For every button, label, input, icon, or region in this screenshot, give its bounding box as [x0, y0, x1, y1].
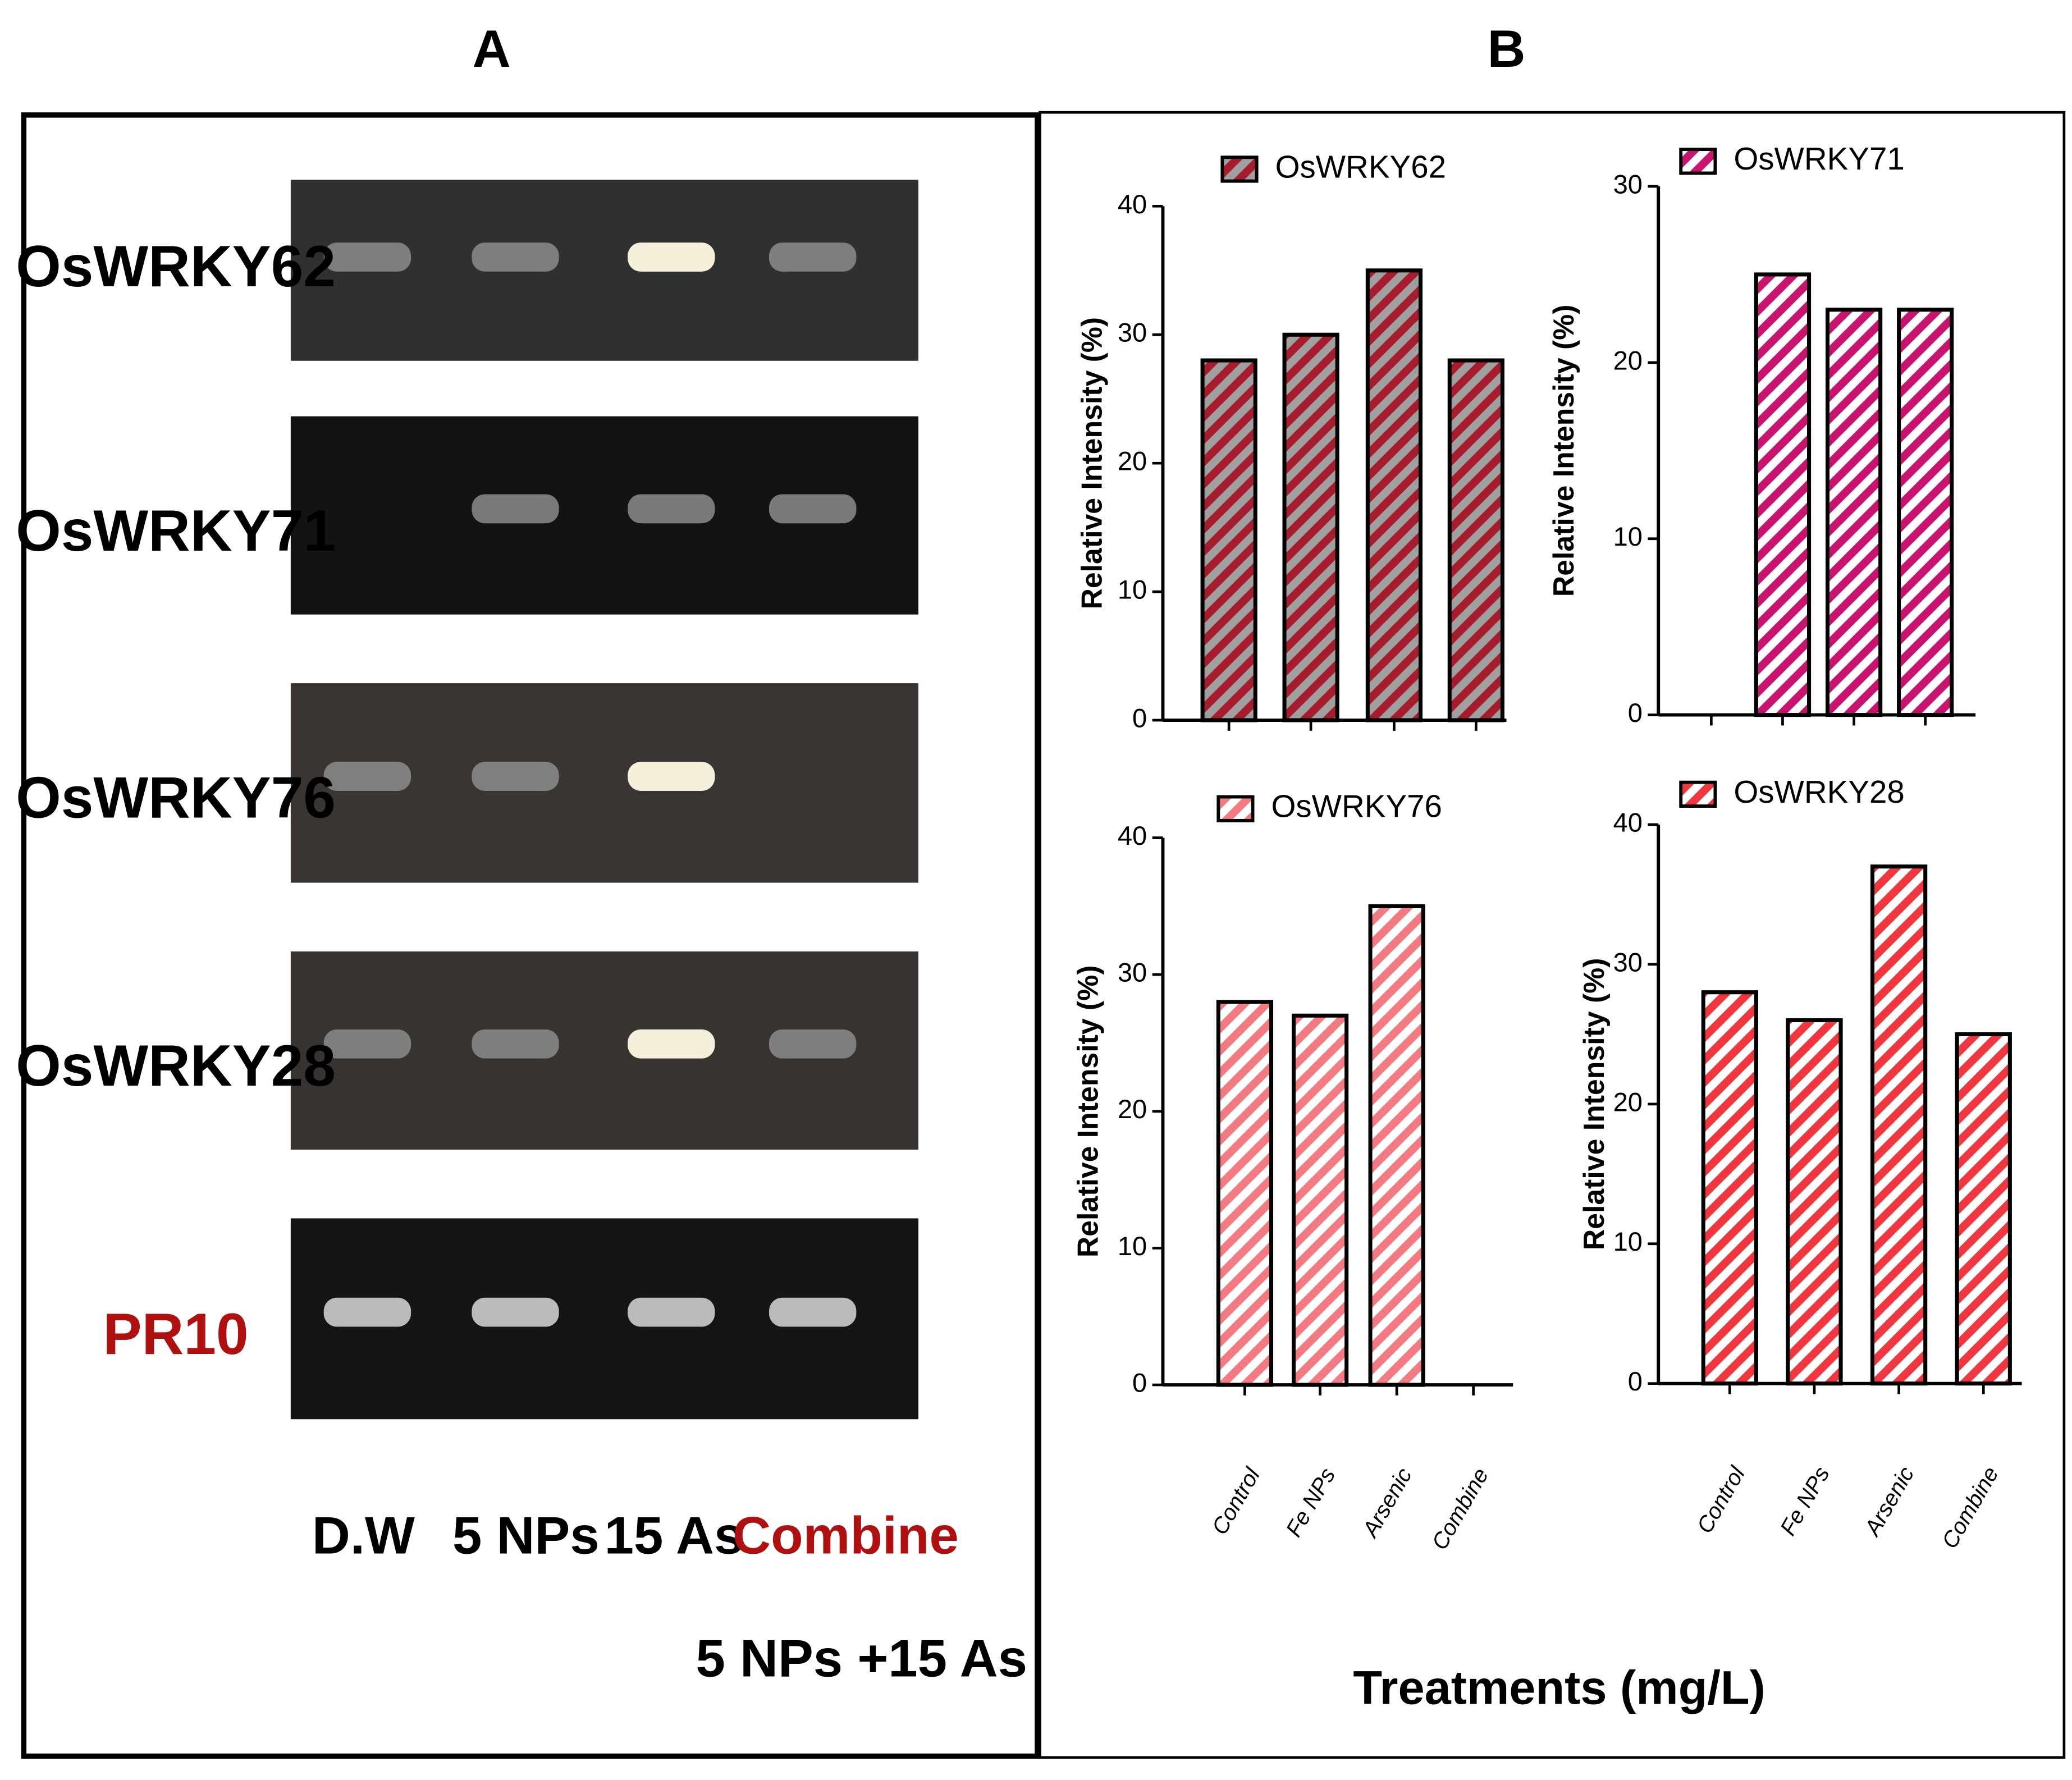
x-axis-title: Treatments (mg/L)	[1353, 1661, 1765, 1714]
y-tick-label: 20	[1613, 345, 1643, 375]
bar	[1368, 904, 1425, 1387]
gel-band	[769, 1029, 857, 1059]
gel-band	[323, 762, 411, 791]
gene-label: OsWRKY76	[16, 765, 336, 830]
y-tick-label: 30	[1613, 169, 1643, 199]
bar	[1955, 1032, 2012, 1386]
gel-band	[769, 1297, 857, 1327]
gel-band	[472, 1297, 559, 1327]
y-tick-label: 20	[1613, 1087, 1643, 1116]
gel-band	[472, 1029, 559, 1059]
bar	[1786, 1018, 1843, 1386]
bar	[1200, 358, 1257, 722]
gel-band	[472, 762, 559, 791]
legend-label: OsWRKY76	[1271, 789, 1442, 824]
y-tick-label: 40	[1613, 807, 1643, 837]
gel-band	[628, 762, 715, 791]
y-tick-label: 10	[1613, 1227, 1643, 1256]
y-tick-label: 30	[1118, 958, 1147, 987]
lane-label: 5 NPs	[452, 1506, 600, 1564]
lane-label: Combine	[733, 1506, 959, 1564]
gel-band	[323, 1029, 411, 1059]
lane-note: 5 NPs +15 As	[696, 1628, 1028, 1687]
y-tick-label: 10	[1613, 521, 1643, 551]
legend-label: OsWRKY62	[1275, 149, 1446, 184]
gel-band	[769, 494, 857, 524]
y-tick-label: 10	[1118, 1231, 1147, 1261]
lane-label: D.W	[312, 1506, 415, 1564]
gel-band	[472, 494, 559, 524]
y-tick-label: 30	[1613, 947, 1643, 977]
bar	[1216, 1000, 1274, 1387]
bar	[1701, 990, 1758, 1386]
gel-band	[628, 242, 715, 272]
gel-band	[628, 1029, 715, 1059]
gene-label: OsWRKY62	[16, 234, 336, 299]
legend-swatch	[1220, 155, 1259, 183]
panel-label: B	[1488, 19, 1526, 78]
legend-label: OsWRKY71	[1733, 141, 1904, 176]
y-axis-label: Relative Intensity (%)	[1072, 965, 1104, 1257]
panel-b-frame	[1039, 111, 2066, 1759]
gel-band	[323, 1297, 411, 1327]
y-tick-label: 0	[1132, 703, 1147, 733]
y-tick-label: 40	[1118, 189, 1147, 219]
bar	[1754, 272, 1812, 717]
y-axis-label: Relative Intensity (%)	[1076, 317, 1108, 610]
bar	[1447, 358, 1504, 722]
y-tick-label: 20	[1118, 1094, 1147, 1124]
gene-label: OsWRKY28	[16, 1033, 336, 1098]
bar	[1870, 864, 1928, 1386]
gene-label: OsWRKY71	[16, 498, 336, 563]
y-tick-label: 40	[1118, 821, 1147, 850]
y-tick-label: 0	[1628, 1366, 1643, 1396]
legend-swatch	[1679, 780, 1717, 808]
bar	[1365, 268, 1423, 722]
gene-label: PR10	[103, 1301, 249, 1366]
y-tick-label: 30	[1118, 318, 1147, 347]
y-tick-label: 20	[1118, 446, 1147, 476]
y-tick-label: 0	[1132, 1367, 1147, 1397]
y-tick-label: 0	[1628, 698, 1643, 727]
bar	[1897, 308, 1954, 717]
bar	[1291, 1013, 1349, 1387]
panel-label: A	[473, 19, 511, 78]
lane-label: 15 As	[605, 1506, 744, 1564]
legend-label: OsWRKY28	[1733, 774, 1904, 809]
bar	[1282, 332, 1339, 722]
gel-band	[769, 242, 857, 272]
y-axis-label: Relative Intensity (%)	[1577, 958, 1610, 1251]
gel-band	[323, 242, 411, 272]
bar	[1825, 308, 1883, 717]
panel-a-frame	[21, 112, 1040, 1759]
y-tick-label: 10	[1118, 575, 1147, 605]
legend-swatch	[1216, 795, 1255, 822]
legend-swatch	[1679, 148, 1717, 175]
gel-band	[628, 494, 715, 524]
gel-band	[628, 1297, 715, 1327]
gel-band	[472, 242, 559, 272]
y-axis-label: Relative Intensity (%)	[1547, 304, 1580, 597]
